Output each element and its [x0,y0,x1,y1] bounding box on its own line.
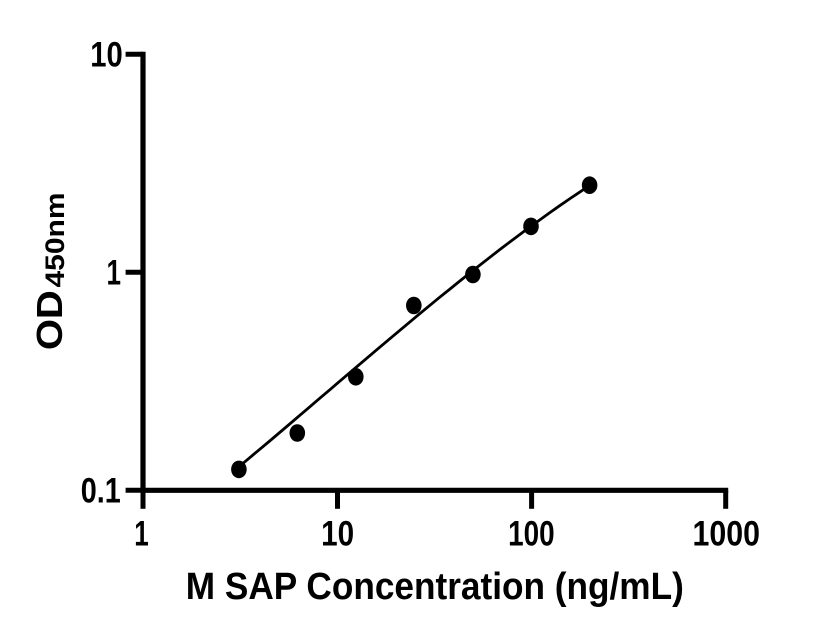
svg-text:1000: 1000 [693,515,761,554]
svg-text:1: 1 [107,254,122,293]
svg-text:M SAP Concentration (ng/mL): M SAP Concentration (ng/mL) [186,566,684,608]
svg-text:450nm: 450nm [40,193,70,288]
svg-text:0.1: 0.1 [81,472,121,511]
svg-text:OD: OD [29,290,70,350]
svg-text:1: 1 [134,515,149,554]
svg-text:100: 100 [508,515,555,554]
svg-text:10: 10 [90,36,123,75]
svg-text:10: 10 [321,515,354,554]
